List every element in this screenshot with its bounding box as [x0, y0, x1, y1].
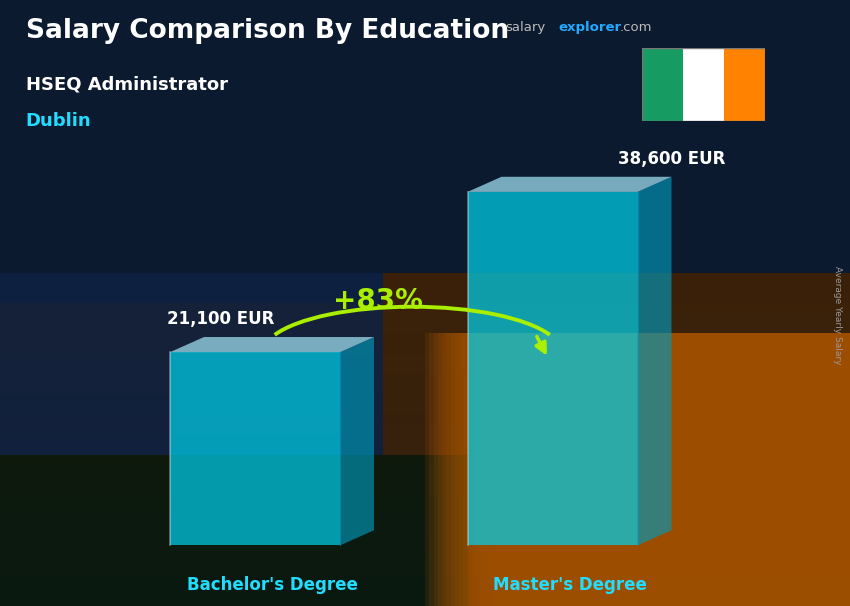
Text: Dublin: Dublin	[26, 112, 91, 130]
Text: Salary Comparison By Education: Salary Comparison By Education	[26, 18, 508, 44]
Bar	[484, 333, 850, 606]
Bar	[0, 364, 850, 374]
Polygon shape	[468, 192, 638, 545]
Text: 38,600 EUR: 38,600 EUR	[618, 150, 725, 168]
Bar	[0, 495, 850, 505]
Bar	[446, 333, 850, 606]
Bar	[0, 313, 850, 323]
Polygon shape	[638, 177, 672, 545]
Bar	[463, 333, 850, 606]
Bar	[480, 333, 850, 606]
Text: +83%: +83%	[333, 287, 423, 315]
Polygon shape	[170, 352, 340, 545]
Text: HSEQ Administrator: HSEQ Administrator	[26, 76, 228, 94]
Bar	[489, 333, 850, 606]
Bar	[472, 333, 850, 606]
Bar	[0, 515, 850, 525]
Text: 21,100 EUR: 21,100 EUR	[167, 310, 275, 328]
Bar	[425, 333, 850, 606]
Bar	[0, 384, 850, 394]
Text: salary: salary	[506, 21, 546, 34]
Bar	[0, 394, 850, 404]
Bar	[438, 333, 850, 606]
Bar	[0, 374, 850, 384]
Bar	[0, 454, 468, 606]
Bar	[434, 333, 850, 606]
Bar	[0, 525, 850, 535]
Bar	[0, 323, 850, 333]
Bar	[0, 0, 850, 273]
Polygon shape	[340, 337, 374, 545]
Bar	[0, 485, 850, 495]
Bar	[497, 333, 850, 606]
Bar	[382, 273, 850, 606]
Bar	[459, 333, 850, 606]
Bar	[0, 454, 850, 465]
Bar	[468, 333, 850, 606]
Bar	[0, 444, 850, 454]
Text: Bachelor's Degree: Bachelor's Degree	[186, 576, 358, 594]
Bar	[0, 596, 850, 606]
Bar	[442, 333, 850, 606]
Bar	[0, 465, 850, 474]
Bar	[0, 505, 850, 515]
Bar	[0, 353, 850, 364]
Bar	[0, 273, 468, 454]
Text: explorer: explorer	[558, 21, 621, 34]
Bar	[493, 333, 850, 606]
Bar	[0, 586, 850, 596]
Bar	[0, 333, 850, 344]
Bar	[0, 556, 850, 565]
Bar	[0, 344, 850, 353]
Text: .com: .com	[620, 21, 652, 34]
Bar	[0, 576, 850, 586]
Bar	[0, 535, 850, 545]
Bar	[0, 404, 850, 414]
Bar	[683, 48, 724, 121]
Bar	[0, 565, 850, 576]
Bar	[429, 333, 850, 606]
Polygon shape	[170, 337, 374, 352]
Bar	[0, 424, 850, 435]
Bar	[455, 333, 850, 606]
Bar	[476, 333, 850, 606]
Text: Master's Degree: Master's Degree	[492, 576, 647, 594]
Bar	[450, 333, 850, 606]
Bar	[0, 435, 850, 444]
Bar	[724, 48, 765, 121]
Bar	[0, 545, 850, 556]
Bar	[506, 333, 850, 606]
Bar	[502, 333, 850, 606]
Text: Average Yearly Salary: Average Yearly Salary	[833, 266, 842, 364]
Bar	[642, 48, 683, 121]
Polygon shape	[468, 177, 672, 192]
Bar	[0, 414, 850, 424]
Bar	[0, 474, 850, 485]
Bar	[0, 303, 850, 313]
